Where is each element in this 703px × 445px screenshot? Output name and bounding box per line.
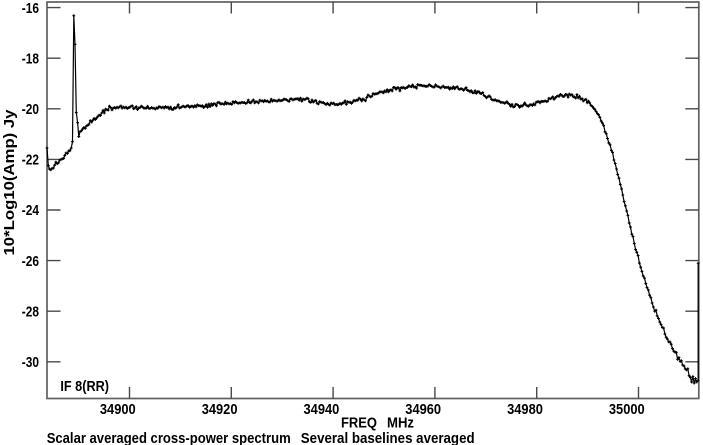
svg-text:-24: -24	[22, 202, 40, 219]
svg-text:34940: 34940	[304, 401, 340, 418]
svg-text:MHz: MHz	[387, 415, 414, 432]
svg-text:34980: 34980	[507, 401, 543, 418]
svg-text:-28: -28	[22, 303, 39, 320]
svg-text:34960: 34960	[405, 401, 441, 418]
svg-text:-16: -16	[22, 0, 39, 17]
svg-text:Several baselines averaged: Several baselines averaged	[301, 431, 475, 445]
svg-text:FREQ: FREQ	[341, 415, 377, 432]
svg-text:Scalar averaged cross-power sp: Scalar averaged cross-power spectrum	[47, 431, 291, 445]
svg-text:35000: 35000	[609, 401, 645, 418]
svg-text:-22: -22	[22, 152, 39, 169]
svg-text:-26: -26	[22, 253, 39, 270]
svg-text:10*Log10(Amp) Jy: 10*Log10(Amp) Jy	[1, 109, 18, 256]
svg-text:34920: 34920	[202, 401, 238, 418]
svg-text:IF 8(RR): IF 8(RR)	[60, 378, 109, 395]
svg-text:-20: -20	[22, 101, 39, 118]
svg-text:-18: -18	[22, 50, 39, 67]
svg-text:34900: 34900	[100, 401, 136, 418]
svg-text:-30: -30	[22, 354, 39, 371]
